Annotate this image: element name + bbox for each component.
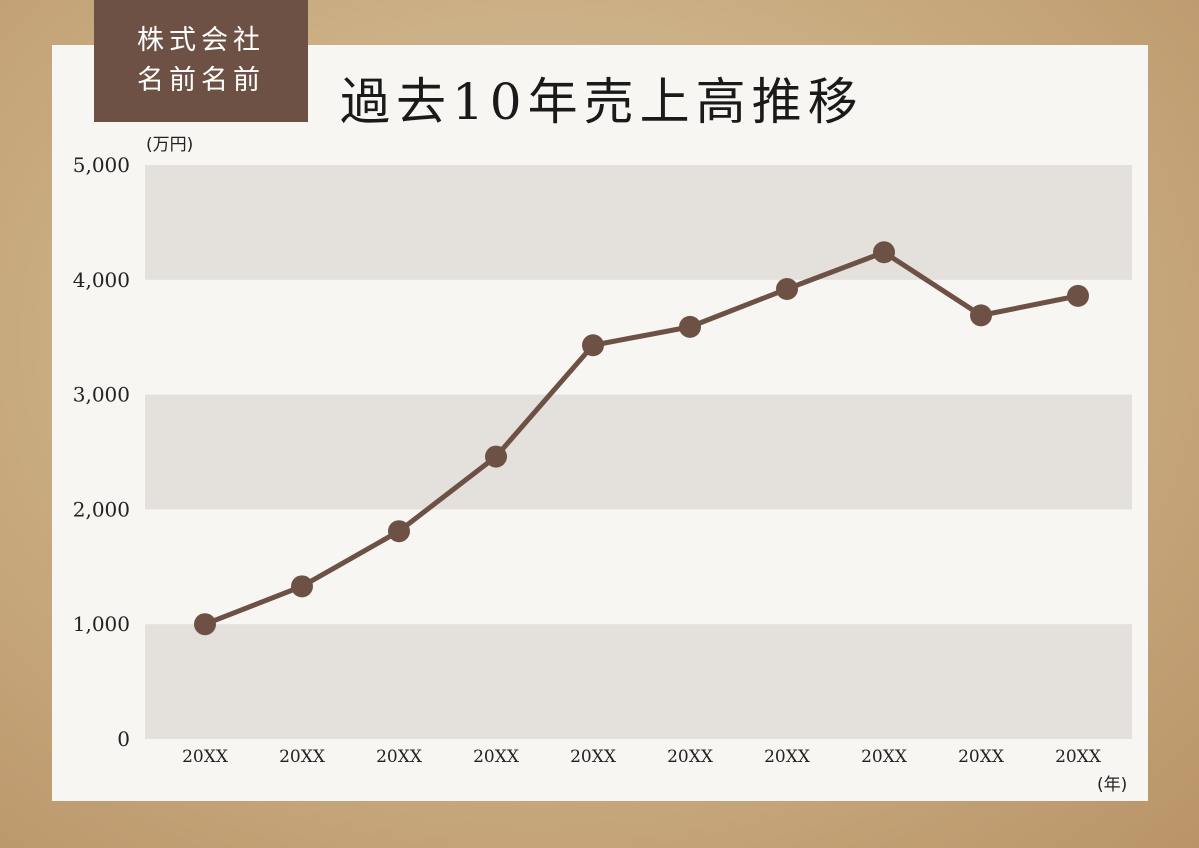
y-tick-label: 4,000 [73, 268, 130, 292]
series-line [202, 249, 1081, 627]
x-tick-label: 20XX [667, 747, 714, 767]
data-point [679, 315, 701, 338]
data-point [776, 277, 798, 300]
x-tick-label: 20XX [958, 747, 1005, 767]
company-name-box: 株式会社 名前名前 [94, 0, 308, 122]
y-axis-unit-label: (万円) [146, 135, 194, 155]
y-tick-label: 1,000 [73, 612, 130, 636]
company-name-line2: 名前名前 [137, 65, 265, 96]
x-tick-label: 20XX [182, 747, 229, 767]
y-tick-label: 5,000 [73, 153, 130, 177]
y-tick-label: 2,000 [73, 497, 130, 521]
data-point [291, 575, 313, 598]
x-tick-label: 20XX [861, 747, 908, 767]
x-tick-label: 20XX [473, 747, 520, 767]
data-point [194, 613, 216, 636]
grid-band [145, 394, 1132, 510]
x-tick-label: 20XX [279, 747, 326, 767]
data-point [485, 445, 507, 468]
x-tick-label: 20XX [570, 747, 617, 767]
y-tick-label: 3,000 [73, 383, 130, 407]
x-tick-label: 20XX [1055, 747, 1102, 767]
grid-band [145, 165, 1132, 280]
data-point [582, 334, 604, 357]
x-axis-unit-label: (年) [1097, 775, 1128, 795]
company-name-line1: 株式会社 [137, 25, 265, 56]
y-tick-label: 0 [117, 727, 130, 751]
data-point [1067, 284, 1089, 307]
x-tick-label: 20XX [376, 747, 423, 767]
x-tick-label: 20XX [764, 747, 811, 767]
data-point [388, 520, 410, 543]
data-point [873, 241, 895, 264]
chart-title: 過去10年売上高推移 [340, 73, 864, 131]
data-point [970, 304, 992, 327]
grid-band [145, 624, 1132, 739]
